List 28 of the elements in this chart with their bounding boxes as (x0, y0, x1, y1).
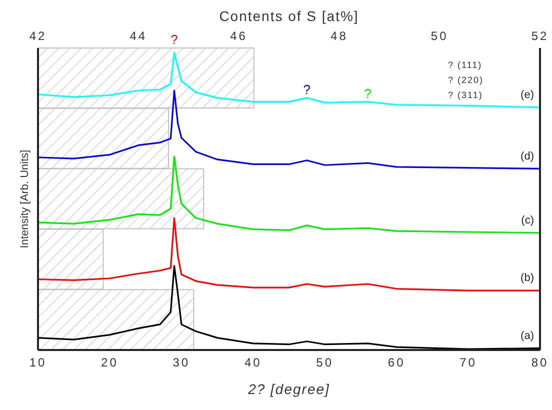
x-tick-label: 70 (460, 356, 477, 370)
x-tick-label: 60 (388, 356, 406, 370)
annotation: ? (303, 82, 311, 97)
annotation: ? (364, 86, 372, 101)
x-tick-label: 42 (29, 29, 47, 43)
x-tick-label: 44 (130, 29, 148, 43)
x-axis-title: Contents of S [at%] (218, 8, 360, 24)
series-label: (d) (520, 150, 534, 162)
x-tick-label: 46 (230, 29, 248, 43)
x-tick-label: 10 (29, 356, 47, 370)
x-tick-label: 50 (316, 356, 334, 370)
annotation: ? (220) (448, 74, 484, 87)
x-tick-label: 50 (430, 29, 448, 43)
x-tick-label: 52 (531, 29, 549, 43)
annotation: ? (111) (448, 59, 484, 72)
series-label: (c) (521, 214, 534, 227)
x-tick-label: 30 (172, 356, 190, 370)
series-label: (b) (520, 272, 534, 284)
y-axis-title: Intensity [Arb. Units] (18, 150, 31, 248)
x-tick-label: 48 (330, 29, 348, 43)
x-axis-title: 2? [degree] (247, 381, 330, 397)
annotation: ? (170, 32, 178, 47)
series-label: (a) (520, 330, 534, 342)
annotation: ? (311) (448, 89, 484, 102)
x-tick-label: 20 (101, 356, 118, 370)
series-label: (e) (520, 89, 534, 102)
x-tick-label: 40 (244, 356, 262, 370)
x-tick-label: 80 (531, 356, 549, 370)
